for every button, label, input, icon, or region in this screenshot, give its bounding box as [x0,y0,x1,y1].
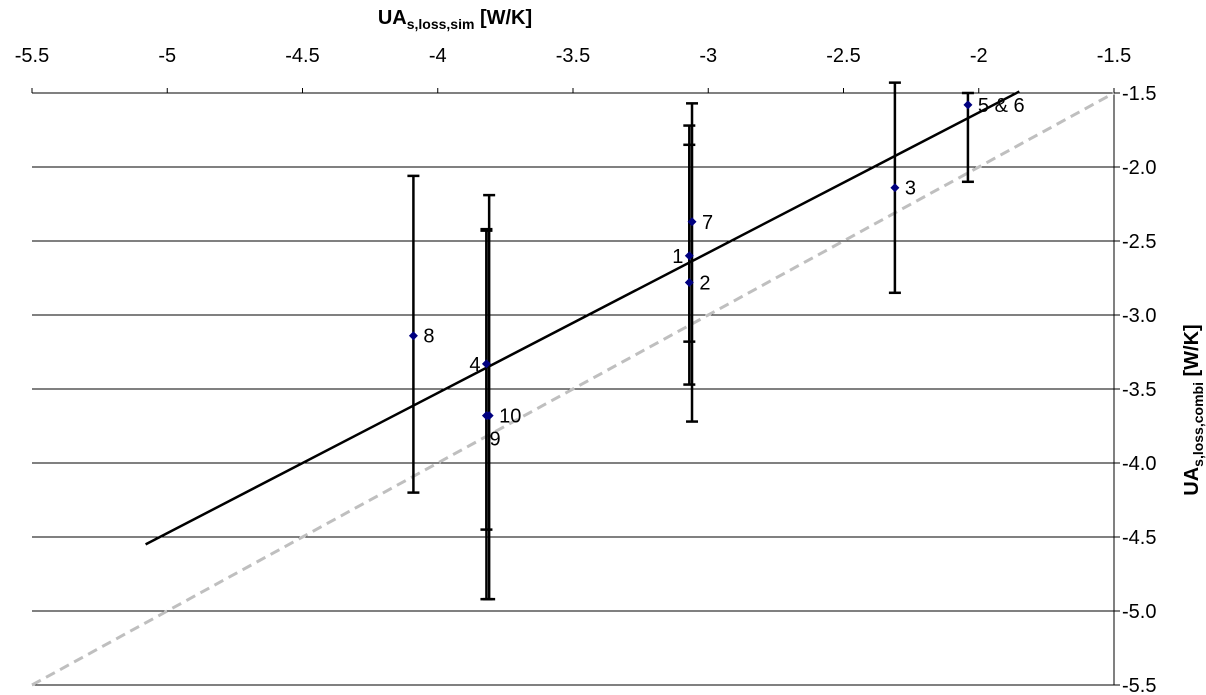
y-tick-label: -1.5 [1122,83,1156,105]
y-tick-label: -4.5 [1122,527,1156,549]
point-labels: 12 3 4 5 & 6 7 8 910 [423,95,1024,451]
x-tick-label: -2 [970,45,988,67]
data-point [408,331,418,341]
x-tick-label: -3 [699,45,717,67]
x-tick-label: -2.5 [826,45,860,67]
point-label: 2 [699,272,710,294]
y-tick-label: -5.0 [1122,601,1156,623]
x-tick-label: -5 [158,45,176,67]
y-tick-label: -4.0 [1122,453,1156,475]
x-tick-label: -4 [429,45,447,67]
x-tick-label: -4.5 [285,45,319,67]
y-tick-label: -5.5 [1122,675,1156,695]
data-point [890,183,900,193]
point-label: 1 [672,246,683,268]
x-tick-label: -5.5 [15,45,49,67]
y-tick-label: -3.0 [1122,305,1156,327]
data-point [684,277,694,287]
x-axis-title: UAs,loss,sim [W/K] [378,7,532,32]
axes [31,88,1120,686]
y-tick-label: -2.0 [1122,157,1156,179]
point-label: 3 [905,178,916,200]
x-tick-label: -3.5 [556,45,590,67]
y-tick-label: -3.5 [1122,379,1156,401]
y-axis-title: UAs,loss,combi [W/K] [1181,324,1206,495]
data-point [963,100,973,110]
point-label: 7 [702,212,713,234]
data-point [484,411,494,421]
point-label: 5 & 6 [978,95,1025,117]
x-tick-label: -1.5 [1097,45,1131,67]
identity-line [31,91,1115,687]
y-tick-label: -2.5 [1122,231,1156,253]
data-point [481,359,491,369]
point-label: 9 [489,429,500,451]
data-point [684,251,694,261]
point-label: 8 [423,326,434,348]
data-points [408,100,973,421]
data-point [687,217,697,227]
point-label: 10 [499,406,521,428]
trend-line [145,90,1020,546]
series-lines [31,90,1115,687]
point-label: 4 [469,354,480,376]
tick-labels: -5.5 -5 -4.5 -4 -3.5 -3 -2.5 -2 -1.5 -1.5 -2.0 -2.5… [15,45,1157,695]
